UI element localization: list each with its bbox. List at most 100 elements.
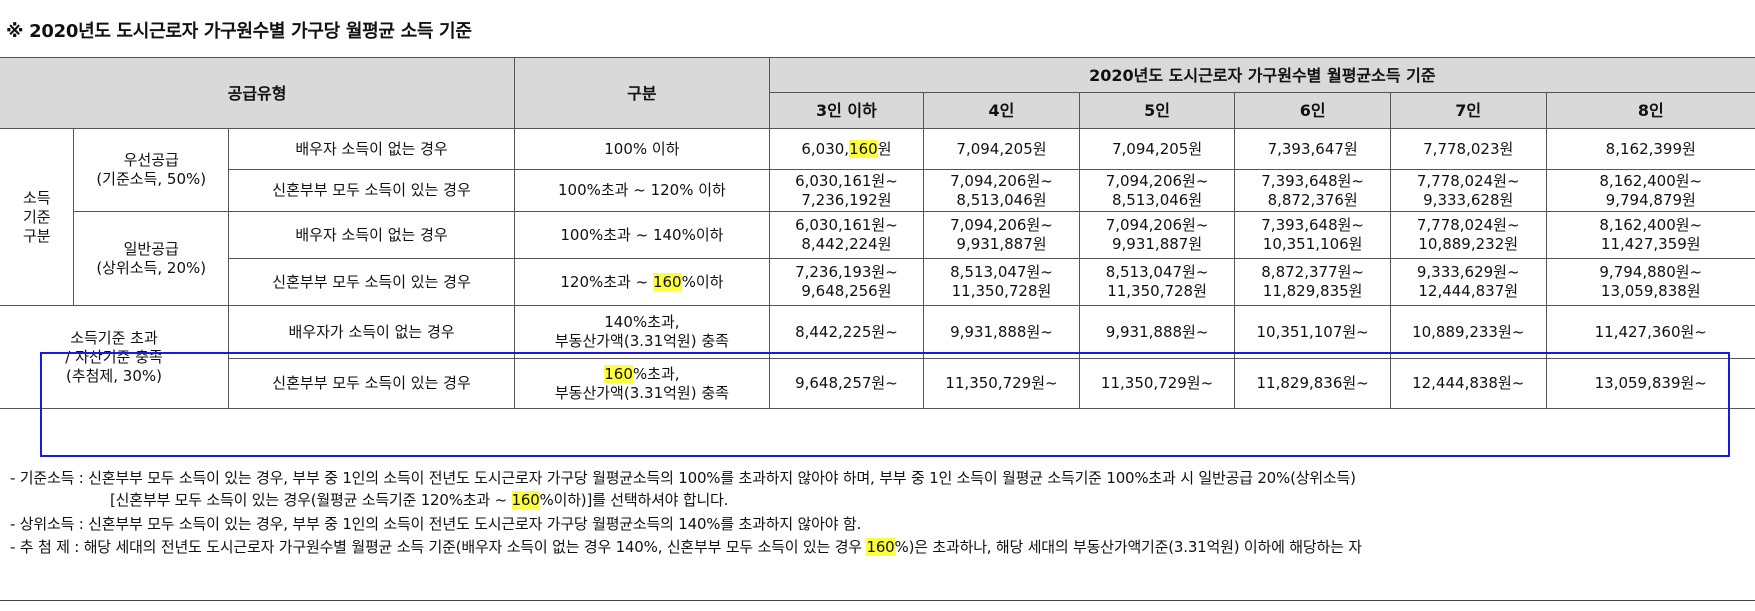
- income-block-label-line: 소득: [22, 188, 51, 207]
- value-line: 9,931,887원: [956, 235, 1047, 253]
- value-line: 11,829,835원: [1262, 282, 1363, 300]
- value-cell: 8,513,047원~ 11,350,728원: [923, 258, 1080, 306]
- value-cell: 7,393,648원~ 8,872,376원: [1234, 169, 1391, 212]
- value-line: 7,778,023원: [1423, 139, 1514, 158]
- value-line: 9,931,888원~: [1105, 322, 1209, 341]
- value-line: 8,513,047원~: [950, 263, 1053, 281]
- value-line: 11,350,728원: [951, 282, 1052, 300]
- value-line: 7,094,206원~: [950, 216, 1053, 234]
- value-cell: 6,030,161원~ 7,236,192원: [768, 169, 925, 212]
- lottery-block-label: 소득기준 초과 / 자산기준 충족 (추첨제, 30%): [0, 305, 229, 409]
- value-cell: 11,350,729원~: [1078, 358, 1236, 409]
- bottom-divider: [0, 600, 1755, 601]
- income-block-label-line: 구분: [22, 226, 51, 245]
- value-line: 12,444,838원~: [1412, 374, 1525, 392]
- range-cell: 140%초과, 부동산가액(3.31억원) 충족: [514, 305, 770, 359]
- value-cell: 7,778,023원: [1389, 128, 1547, 170]
- value-line: 9,794,880원~: [1599, 263, 1703, 281]
- lottery-label-line: (추첨제, 30%): [65, 366, 162, 385]
- value-cell: 7,393,647원: [1234, 128, 1391, 170]
- range-cell: 160%초과, 부동산가액(3.31억원) 충족: [514, 358, 770, 409]
- range-line: 부동산가액(3.31억원) 충족: [554, 383, 729, 402]
- value-line: 7,393,648원~: [1261, 216, 1364, 234]
- table-row: 일반공급 (상위소득, 20%) 배우자 소득이 없는 경우 100%초과 ~ …: [0, 211, 1755, 306]
- value-line: 11,350,728원: [1107, 282, 1207, 300]
- case-cell: 신혼부부 모두 소득이 있는 경우: [227, 258, 516, 306]
- value-cell: 8,513,047원~ 11,350,728원: [1078, 258, 1236, 306]
- value-line: 7,094,206원~: [1105, 171, 1209, 190]
- priority-supply-cell: 우선공급 (기준소득, 50%): [73, 128, 229, 212]
- value-cell: 10,351,107원~: [1234, 305, 1391, 359]
- value-line: 8,872,377원~: [1261, 263, 1364, 281]
- value-cell: 13,059,839원~: [1545, 358, 1755, 409]
- income-block-label-line: 기준: [22, 207, 51, 226]
- value-cell: 11,829,836원~: [1234, 358, 1391, 409]
- table-row: 소득기준 초과 / 자산기준 충족 (추첨제, 30%) 배우자가 소득이 없는…: [0, 305, 1755, 409]
- highlight-mark: 160: [511, 491, 540, 509]
- value-line: 9,931,887원: [1111, 235, 1203, 253]
- value-line: 7,778,024원~: [1416, 171, 1520, 190]
- range-line: 100%초과 ~ 140%이하: [560, 225, 724, 244]
- value-cell: 10,889,233원~: [1389, 305, 1547, 359]
- value-line: 8,442,225원~: [795, 322, 898, 341]
- value-cell: 9,648,257원~: [768, 358, 925, 409]
- note-base-income-continued: [신혼부부 모두 소득이 있는 경우(월평균 소득기준 120%초과 ~ 160…: [110, 491, 729, 509]
- highlight-mark: 160: [849, 139, 878, 158]
- income-block-label: 소득 기준 구분: [0, 128, 75, 306]
- value-line: 8,513,046원: [1111, 190, 1203, 209]
- value-cell: 6,030,160원: [768, 128, 925, 170]
- value-cell: 7,094,206원~ 8,513,046원: [1078, 169, 1236, 212]
- lottery-label-line: / 자산기준 충족: [65, 347, 163, 366]
- range-line: 100% 이하: [604, 139, 680, 158]
- value-cell: 7,094,206원~ 9,931,887원: [923, 211, 1080, 259]
- range-line: 부동산가액(3.31억원) 충족: [554, 332, 729, 350]
- header-col-5: 5인: [1078, 92, 1236, 129]
- value-cell: 9,794,880원~ 13,059,838원: [1545, 258, 1755, 306]
- value-line: 7,094,205원: [1111, 139, 1203, 158]
- highlight-mark: 160: [604, 364, 633, 383]
- range-cell: 100%초과 ~ 140%이하: [514, 211, 770, 259]
- header-col-7: 7인: [1389, 92, 1547, 129]
- highlight-mark: 160: [866, 538, 895, 556]
- value-cell: 7,094,205원: [923, 128, 1080, 170]
- value-line: 7,778,024원~: [1416, 216, 1520, 234]
- table-row: 소득 기준 구분 우선공급 (기준소득, 50%) 배우자 소득이 없는 경우 …: [0, 128, 1755, 306]
- value-line: 6,030,161원~: [795, 171, 898, 190]
- page-title: ※ 2020년도 도시근로자 가구원수별 가구당 월평균 소득 기준: [6, 21, 472, 42]
- value-line: 7,094,206원~: [950, 171, 1053, 190]
- header-col-8: 8인: [1545, 92, 1755, 129]
- value-line: 6,030,160원: [801, 139, 892, 158]
- note-base-income: - 기준소득 : 신혼부부 모두 소득이 있는 경우, 부부 중 1인의 소득이…: [10, 469, 1356, 487]
- case-cell: 신혼부부 모두 소득이 있는 경우: [227, 169, 516, 212]
- value-line: 11,829,836원~: [1256, 374, 1369, 392]
- note-upper-income: - 상위소득 : 신혼부부 모두 소득이 있는 경우, 부부 중 1인의 소득이…: [10, 515, 862, 533]
- general-supply-cell: 일반공급 (상위소득, 20%): [73, 211, 229, 306]
- highlight-mark: 160: [652, 272, 682, 291]
- value-line: 12,444,837원: [1418, 282, 1519, 300]
- value-line: 13,059,839원~: [1594, 374, 1707, 392]
- value-line: 8,513,047원~: [1105, 263, 1209, 281]
- range-line: 160%초과,: [604, 364, 680, 383]
- value-line: 13,059,838원: [1600, 282, 1701, 300]
- value-line: 7,094,205원: [956, 139, 1047, 158]
- case-cell: 배우자 소득이 없는 경우: [227, 211, 516, 259]
- value-line: 8,162,400원~: [1599, 171, 1703, 190]
- value-cell: 8,162,400원~ 11,427,359원: [1545, 211, 1755, 259]
- header-category: 구분: [514, 57, 770, 129]
- case-cell: 배우자가 소득이 없는 경우: [227, 305, 516, 359]
- value-cell: 7,236,193원~ 9,648,256원: [768, 258, 925, 306]
- range-cell: 100% 이하: [514, 128, 770, 170]
- value-cell: 8,162,400원~ 9,794,879원: [1545, 169, 1755, 212]
- header-col-6: 6인: [1234, 92, 1391, 129]
- value-line: 11,427,360원~: [1594, 322, 1707, 341]
- value-line: 9,333,628원: [1423, 190, 1514, 209]
- header-col-3: 3인 이하: [768, 92, 925, 129]
- value-line: 7,236,193원~: [795, 263, 898, 281]
- header-supply-type: 공급유형: [0, 57, 516, 129]
- lottery-label-line: 소득기준 초과: [70, 328, 158, 347]
- value-cell: 8,162,399원: [1545, 128, 1755, 170]
- income-table-frame: 공급유형 구분 2020년도 도시근로자 가구원수별 월평균소득 기준 3인 이…: [0, 57, 1755, 409]
- value-cell: 7,094,206원~ 9,931,887원: [1078, 211, 1236, 259]
- range-line: 140%초과,: [604, 313, 680, 331]
- header-col-4: 4인: [923, 92, 1080, 129]
